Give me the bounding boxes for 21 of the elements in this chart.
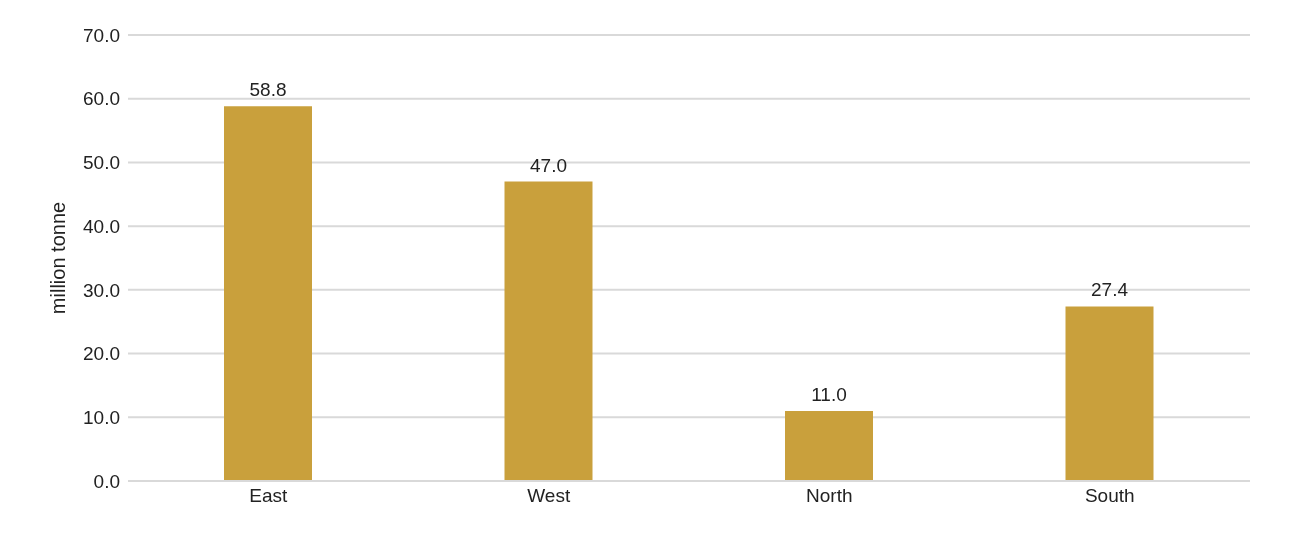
y-tick-label: 40.0 xyxy=(83,215,120,237)
y-tick-label: 30.0 xyxy=(83,279,120,301)
x-tick-label: West xyxy=(527,485,571,507)
bar xyxy=(785,410,873,481)
data-label: 27.4 xyxy=(1091,279,1129,301)
bar xyxy=(1065,306,1154,481)
x-tick-label: North xyxy=(806,485,853,507)
data-label: 11.0 xyxy=(811,383,847,405)
y-axis-title: million tonne xyxy=(47,201,70,315)
y-tick-label: 50.0 xyxy=(83,152,120,174)
x-tick-label: South xyxy=(1084,485,1135,507)
data-label: 58.8 xyxy=(249,79,287,101)
data-label: 47.0 xyxy=(530,154,567,176)
y-tick-label: 20.0 xyxy=(83,343,120,365)
y-tick-label: 10.0 xyxy=(83,407,120,429)
y-tick-label: 0.0 xyxy=(93,470,120,492)
bar xyxy=(504,181,593,481)
x-tick-label: East xyxy=(249,485,288,507)
y-tick-label: 70.0 xyxy=(83,24,120,46)
bar xyxy=(224,106,312,481)
y-tick-label: 60.0 xyxy=(83,88,120,110)
